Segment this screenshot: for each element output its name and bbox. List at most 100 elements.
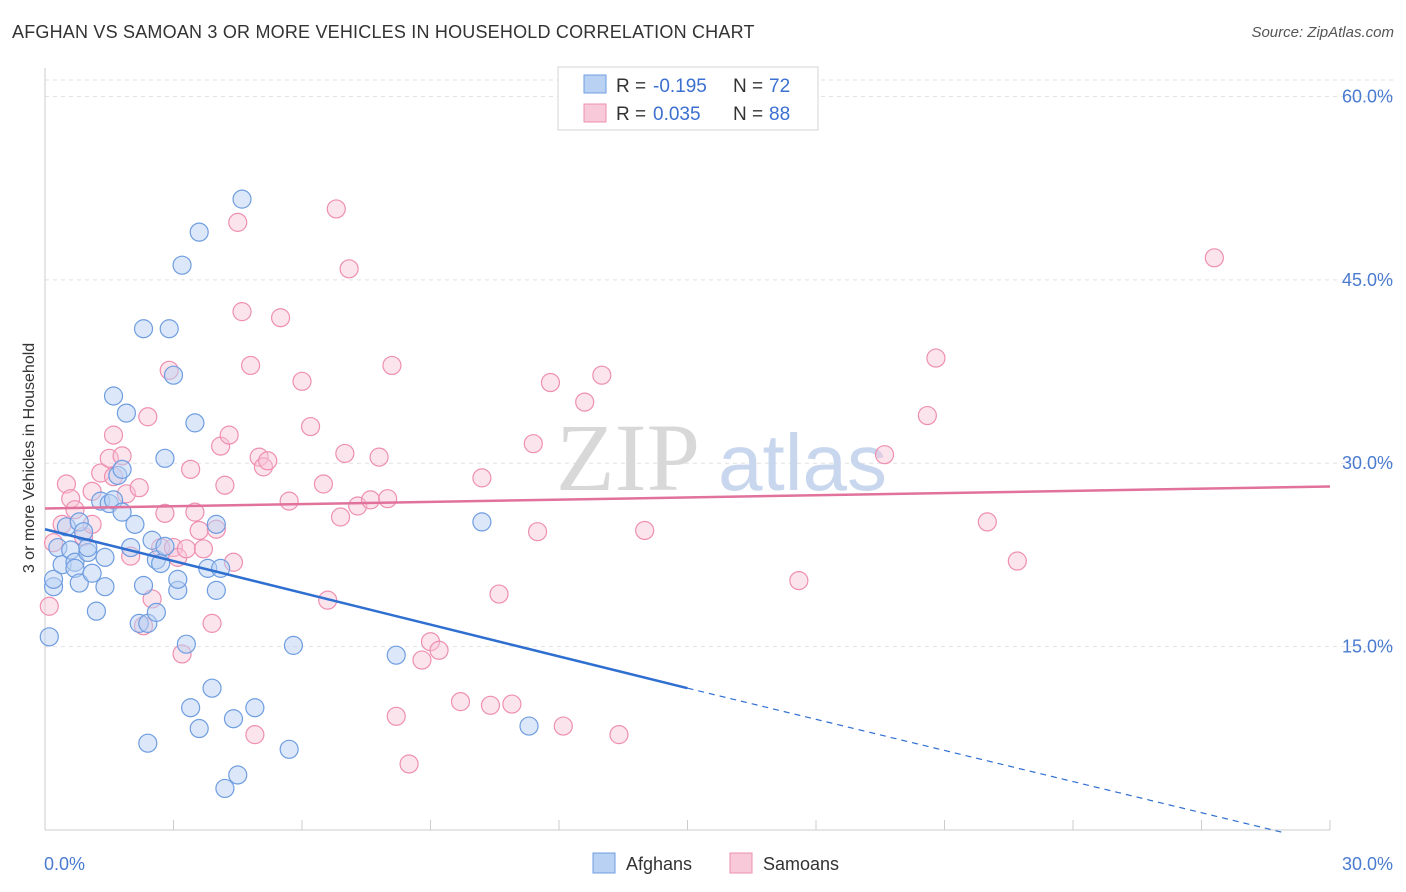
- samoan-point: [917, 405, 937, 426]
- legend-r-label: R =: [616, 76, 646, 97]
- legend-r-value: -0.195: [653, 76, 707, 97]
- samoan-point: [480, 695, 501, 715]
- samoan-point: [39, 596, 59, 616]
- axes: [44, 68, 1331, 831]
- afghan-point: [138, 733, 158, 753]
- samoan-point: [228, 212, 248, 232]
- samoan-point: [926, 348, 946, 368]
- samoan-point: [258, 451, 278, 471]
- afghan-point: [133, 575, 154, 596]
- bottom-legend-afghans: Afghans: [626, 854, 692, 874]
- afghan-point: [121, 537, 141, 558]
- bottom-legend: Afghans Samoans: [592, 852, 839, 874]
- y-tick-labels: 15.0% 30.0% 45.0% 60.0%: [1342, 86, 1393, 656]
- afghan-point: [223, 709, 244, 729]
- samoan-point: [300, 416, 321, 437]
- legend-n-value: 88: [769, 104, 790, 125]
- samoan-point: [245, 725, 265, 745]
- afghan-point: [245, 698, 265, 718]
- legend-n-label: N =: [733, 76, 763, 97]
- samoan-point: [138, 407, 158, 427]
- afghan-point: [69, 573, 89, 593]
- afghan-point: [163, 365, 184, 385]
- samoan-point: [874, 445, 895, 465]
- x-tick-labels: 0.0% 30.0%: [44, 854, 1393, 874]
- afghan-point: [181, 698, 201, 718]
- legend-r-label: R =: [616, 104, 646, 125]
- samoan-point: [279, 491, 299, 511]
- afghan-point: [168, 569, 188, 589]
- afghan-point: [176, 634, 196, 654]
- afghan-point: [232, 189, 252, 209]
- afghan-point: [155, 448, 175, 468]
- samoan-point: [412, 650, 432, 670]
- bottom-legend-swatch-afghans: [592, 852, 616, 874]
- afghan-point: [43, 569, 64, 589]
- afghan-point: [125, 514, 145, 534]
- samoan-point: [215, 475, 235, 495]
- afghan-point: [86, 601, 107, 621]
- samoan-point: [609, 725, 629, 745]
- samoan-point: [429, 640, 449, 660]
- samoan-point: [592, 365, 612, 385]
- samoan-point: [635, 520, 655, 541]
- afghan-point: [386, 645, 406, 665]
- x-tick-label: 30.0%: [1342, 854, 1393, 874]
- samoan-point: [326, 199, 346, 219]
- bottom-legend-swatch-samoans: [729, 852, 753, 874]
- samoan-point: [155, 503, 175, 523]
- legend-n-label: N =: [733, 104, 763, 125]
- watermark-zip: ZIP: [556, 404, 700, 511]
- samoan-point: [523, 434, 543, 454]
- samoan-point: [502, 694, 522, 714]
- afghan-point: [95, 577, 115, 597]
- samoan-point: [489, 584, 509, 604]
- afghan-trendline: [44, 528, 688, 690]
- chart-title: AFGHAN VS SAMOAN 3 OR MORE VEHICLES IN H…: [12, 22, 755, 42]
- samoan-point: [977, 512, 997, 532]
- afghan-point: [155, 536, 175, 556]
- afghan-point: [202, 678, 222, 698]
- afghan-point: [116, 403, 136, 423]
- watermark: ZIP atlas: [556, 404, 887, 511]
- samoan-point: [472, 468, 492, 488]
- bottom-legend-samoans: Samoans: [763, 854, 839, 874]
- afghan-point: [189, 718, 209, 739]
- samoan-point: [527, 522, 548, 542]
- afghan-point: [159, 319, 179, 339]
- samoan-point: [129, 478, 149, 498]
- afghan-point: [95, 547, 115, 567]
- afghan-point: [39, 627, 59, 647]
- legend-box: R = -0.195 N = 72 R = 0.035 N = 88: [557, 66, 819, 131]
- samoan-point: [335, 443, 355, 464]
- samoan-point: [369, 447, 389, 467]
- x-tick-label: 0.0%: [44, 854, 85, 874]
- legend-swatch-samoans: [583, 103, 607, 123]
- samoan-point: [176, 539, 196, 559]
- samoan-point: [330, 507, 351, 527]
- afghan-point: [103, 386, 124, 406]
- samoan-point: [241, 355, 261, 376]
- samoan-point: [185, 502, 205, 522]
- afghan-point: [206, 580, 226, 600]
- legend-r-value: 0.035: [653, 104, 701, 125]
- afghan-point: [133, 319, 154, 339]
- samoan-point: [292, 371, 312, 391]
- afghan-point: [228, 765, 248, 785]
- y-tick-label: 60.0%: [1342, 86, 1393, 106]
- afghan-point: [283, 635, 304, 655]
- source-label: Source: ZipAtlas.com: [1251, 24, 1394, 41]
- samoan-point: [399, 754, 419, 774]
- afghan-point: [82, 563, 102, 583]
- samoan-point: [313, 474, 334, 494]
- afghan-point: [172, 255, 192, 275]
- afghan-point: [206, 514, 226, 534]
- afghan-point: [189, 222, 209, 242]
- samoan-point: [219, 425, 239, 445]
- samoan-point: [575, 392, 595, 412]
- y-tick-label: 45.0%: [1342, 270, 1393, 290]
- watermark-atlas: atlas: [718, 418, 887, 507]
- legend-swatch-afghans: [583, 74, 607, 94]
- afghan-point: [146, 602, 166, 622]
